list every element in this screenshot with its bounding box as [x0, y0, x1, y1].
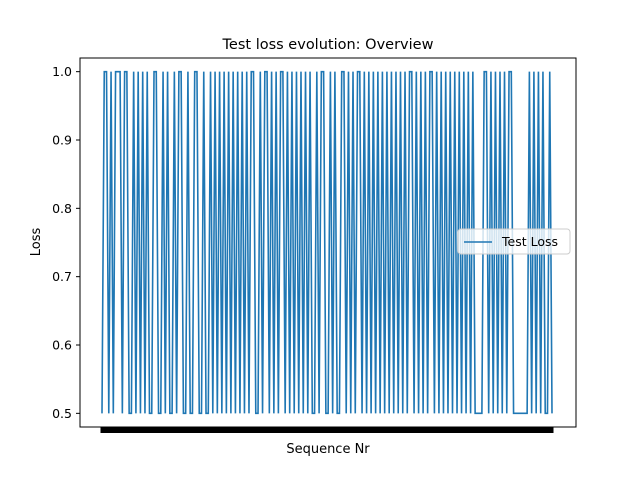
legend-label: Test Loss [501, 234, 558, 249]
legend: Test Loss [457, 228, 571, 255]
y-tick-label: 0.5 [52, 406, 72, 421]
x-axis [100, 427, 554, 433]
y-tick-label: 1.0 [52, 64, 72, 79]
y-axis-label: Loss [29, 228, 44, 257]
y-axis: 0.5 0.6 0.7 0.8 0.9 1.0 [52, 64, 80, 421]
plot-area [101, 70, 553, 415]
y-tick-label: 0.7 [52, 269, 72, 284]
y-tick-label: 0.9 [52, 133, 72, 148]
y-tick-label: 0.6 [52, 338, 72, 353]
chart-title: Test loss evolution: Overview [222, 37, 434, 53]
legend-box [457, 228, 571, 255]
series-line-test-loss [101, 70, 553, 415]
y-tick-label: 0.8 [52, 201, 72, 216]
x-axis-label: Sequence Nr [286, 442, 370, 457]
